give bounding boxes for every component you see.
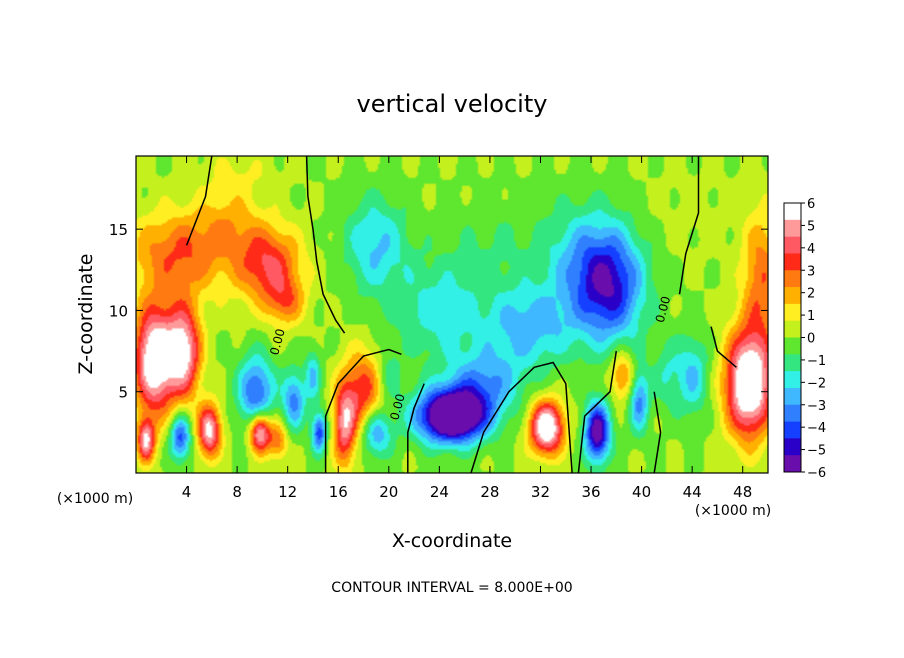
x-tick-label: 48 — [733, 483, 752, 501]
colorbar-label: −4 — [807, 421, 826, 436]
x-tick-label: 32 — [531, 483, 550, 501]
colorbar-swatch — [784, 203, 801, 221]
colorbar-swatch — [784, 387, 801, 406]
colorbar-swatch — [784, 438, 801, 456]
colorbar-label: −6 — [807, 466, 826, 481]
colorbar-label: −3 — [807, 399, 826, 414]
contour-line — [470, 361, 573, 473]
contour-line — [577, 350, 618, 473]
colorbar-label: −1 — [807, 354, 826, 369]
plot-area: 0.00 0.00 0.00 — [136, 156, 768, 473]
colorbar-swatch — [784, 455, 801, 473]
colorbar-swatch — [784, 404, 801, 422]
y-tick-label: 5 — [118, 384, 128, 402]
x-tick-label: 40 — [632, 483, 651, 501]
x-tick-label: 44 — [683, 483, 702, 501]
colorbar-swatch — [784, 320, 801, 338]
contour-label: 0.00 — [267, 327, 287, 356]
contour-line — [710, 326, 737, 368]
x-unit-right: (×1000 m) — [695, 503, 771, 519]
contour-interval-note: CONTOUR INTERVAL = 8.000E+00 — [331, 580, 572, 596]
colorbar-swatch — [784, 303, 801, 322]
colorbar-label: −2 — [807, 376, 826, 391]
colorbar-label: −5 — [807, 444, 826, 459]
contour-labels: 0.00 0.00 0.00 — [267, 295, 673, 422]
colorbar-swatch — [784, 253, 801, 271]
x-tick-label: 4 — [182, 483, 192, 501]
colorbar-swatch — [784, 337, 801, 355]
contour-line — [305, 156, 346, 334]
x-tick-label: 28 — [480, 483, 499, 501]
colorbar-label: 6 — [807, 197, 815, 212]
plot-frame — [135, 155, 769, 474]
colorbar-swatch — [784, 236, 801, 254]
y-tick-label: 10 — [109, 302, 128, 320]
colorbar-label: 3 — [807, 264, 815, 279]
colorbar-swatch — [784, 270, 801, 288]
chart-title: vertical velocity — [357, 90, 548, 118]
x-unit-left: (×1000 m) — [57, 491, 133, 507]
y-axis-label: Z-coordinate — [75, 254, 97, 375]
colorbar-label: 0 — [807, 332, 815, 347]
colorbar: 6 5 4 3 2 1 0 −1 −2 −3 −4 −5 −6 — [783, 197, 826, 481]
x-tick-label: 16 — [329, 483, 348, 501]
x-tick-label: 20 — [379, 483, 398, 501]
colorbar-label: 2 — [807, 287, 815, 302]
contour-line — [678, 156, 700, 295]
colorbar-swatch — [784, 354, 801, 372]
contour-line — [185, 156, 213, 246]
x-axis-label: X-coordinate — [392, 530, 512, 552]
colorbar-swatch — [784, 371, 801, 389]
contour-label: 0.00 — [387, 392, 407, 421]
contour-line — [653, 391, 662, 473]
contour-label: 0.00 — [653, 295, 673, 324]
x-axis-ticks: 4 8 12 16 20 24 28 32 36 40 44 48 — [182, 156, 752, 501]
x-tick-label: 8 — [232, 483, 242, 501]
x-tick-label: 24 — [430, 483, 449, 501]
colorbar-swatch — [784, 421, 801, 439]
x-tick-label: 12 — [278, 483, 297, 501]
colorbar-label: 4 — [807, 242, 815, 257]
contour-line — [324, 348, 402, 473]
colorbar-swatch — [784, 287, 801, 305]
x-tick-label: 36 — [581, 483, 600, 501]
contour-lines — [185, 156, 737, 473]
colorbar-label: 5 — [807, 219, 815, 234]
colorbar-swatch — [784, 219, 801, 238]
colorbar-label: 1 — [807, 309, 815, 324]
y-axis-ticks: 5 10 15 — [109, 221, 768, 402]
y-tick-label: 15 — [109, 221, 128, 239]
contour-line — [407, 383, 425, 473]
velocity-field — [136, 156, 768, 473]
